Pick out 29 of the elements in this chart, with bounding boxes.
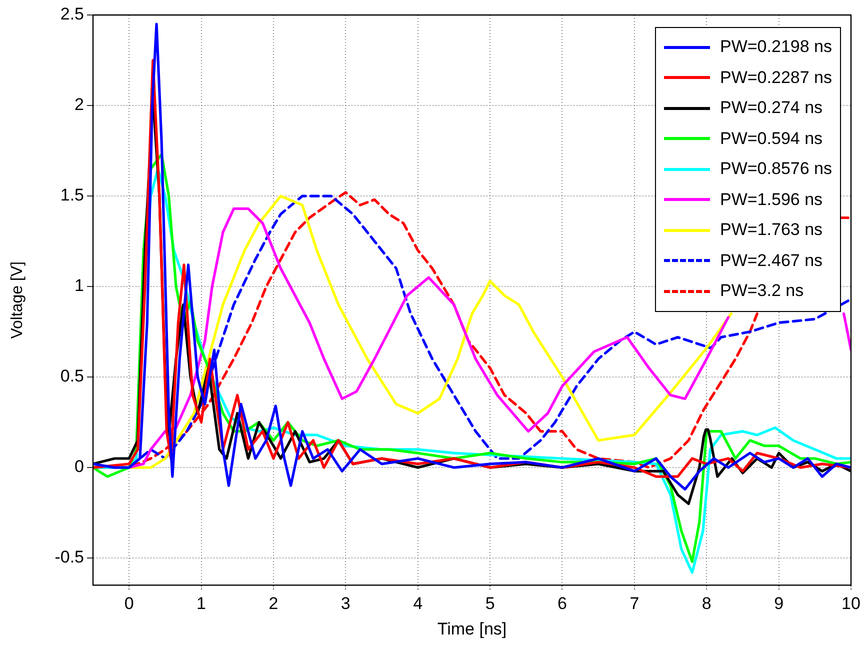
legend-label: PW=0.2198 ns — [720, 36, 832, 58]
legend-label: PW=3.2 ns — [720, 280, 804, 302]
y-tick-label: 0 — [74, 457, 84, 476]
y-tick-label: 1.5 — [60, 186, 84, 205]
x-tick-label: 2 — [268, 594, 278, 614]
y-tick-label: 2.5 — [60, 4, 84, 24]
y-tick-label: 1 — [74, 276, 84, 296]
x-tick-label: 9 — [774, 594, 784, 614]
x-tick-label: 5 — [485, 594, 495, 614]
x-tick-label: 10 — [842, 594, 860, 614]
y-tick-label: -0.5 — [54, 548, 84, 567]
legend-label: PW=1.596 ns — [720, 188, 823, 210]
x-tick-label: 3 — [340, 594, 350, 614]
legend-label: PW=0.274 ns — [720, 97, 823, 119]
legend-label: PW=0.2287 ns — [720, 66, 832, 88]
x-tick-label: 6 — [558, 594, 567, 614]
legend-label: PW=1.763 ns — [720, 219, 823, 241]
legend-label: PW=0.8576 ns — [720, 158, 832, 180]
x-tick-label: 7 — [630, 594, 640, 614]
x-tick-label: 1 — [196, 594, 206, 614]
y-tick-label: 2 — [74, 95, 84, 114]
y-axis-title: Voltage [V] — [9, 261, 26, 339]
legend-label: PW=2.467 ns — [720, 250, 823, 272]
x-tick-label: 4 — [413, 594, 423, 614]
legend-label: PW=0.594 ns — [720, 128, 823, 150]
x-tick-label: 0 — [124, 594, 134, 614]
y-tick-label: 0.5 — [60, 366, 84, 386]
x-axis-title: Time [ns] — [437, 619, 507, 638]
x-tick-label: 8 — [702, 594, 712, 614]
